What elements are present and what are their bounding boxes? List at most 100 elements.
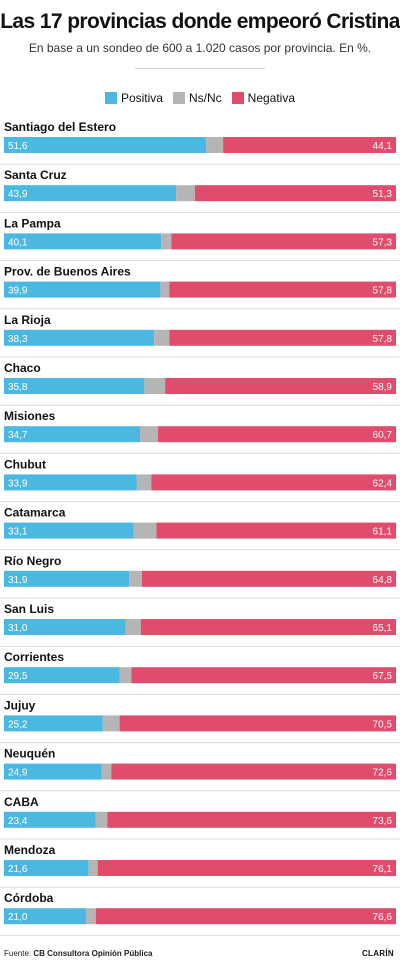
bar-positiva bbox=[4, 185, 177, 202]
bar-nsnc bbox=[102, 715, 120, 732]
source-note: Fuente: CB Consultora Opinión Pública bbox=[4, 949, 153, 958]
bar-negativa bbox=[158, 426, 396, 443]
bar-positiva bbox=[4, 378, 145, 394]
bar-positiva bbox=[4, 329, 155, 346]
data-label-positiva: 34,7 bbox=[8, 430, 28, 441]
category-label: Catamarca bbox=[4, 506, 66, 520]
legend-label-negativa: Negativa bbox=[247, 91, 296, 105]
category-label: Prov. de Buenos Aires bbox=[4, 265, 131, 279]
legend-swatch-negativa bbox=[231, 92, 244, 104]
bar-negativa bbox=[131, 667, 396, 684]
data-label-negativa: 44,1 bbox=[373, 141, 393, 152]
bar-nsnc bbox=[95, 811, 108, 828]
data-label-negativa: 62,4 bbox=[373, 478, 393, 489]
data-label-negativa: 76,6 bbox=[373, 912, 393, 923]
data-label-positiva: 33,9 bbox=[8, 478, 28, 489]
bar-negativa bbox=[111, 763, 397, 780]
data-label-positiva: 35,8 bbox=[8, 382, 28, 393]
data-label-positiva: 21,0 bbox=[8, 912, 28, 923]
data-label-positiva: 31,0 bbox=[8, 623, 28, 634]
bar-nsnc bbox=[86, 908, 96, 925]
title-divider bbox=[135, 68, 265, 69]
bar-positiva bbox=[4, 908, 87, 925]
bar-negativa bbox=[97, 860, 397, 876]
bar-negativa bbox=[141, 570, 396, 587]
bar-nsnc bbox=[133, 522, 157, 539]
bar-nsnc bbox=[129, 570, 142, 587]
bar-negativa bbox=[223, 137, 396, 153]
source-name: CB Consultora Opinión Pública bbox=[33, 949, 153, 958]
chart-subtitle: En base a un sondeo de 600 a 1.020 casos… bbox=[28, 41, 372, 55]
category-label: Chaco bbox=[4, 361, 41, 375]
category-label: Río Negro bbox=[4, 554, 61, 568]
bar-nsnc bbox=[154, 329, 170, 346]
bar-nsnc bbox=[136, 474, 152, 491]
data-label-negativa: 61,1 bbox=[373, 527, 393, 538]
source-label: Fuente: bbox=[4, 949, 32, 958]
data-label-negativa: 70,5 bbox=[373, 719, 393, 730]
bar-positiva bbox=[4, 137, 207, 153]
category-label: La Pampa bbox=[4, 216, 61, 230]
legend-swatch-positiva bbox=[104, 92, 117, 104]
bar-positiva bbox=[4, 811, 96, 828]
data-label-negativa: 57,8 bbox=[373, 286, 393, 297]
category-label: Corrientes bbox=[4, 650, 64, 664]
bar-positiva bbox=[4, 715, 103, 732]
data-label-negativa: 67,5 bbox=[373, 671, 393, 682]
data-label-positiva: 23,4 bbox=[8, 816, 28, 827]
data-label-negativa: 57,3 bbox=[373, 237, 393, 248]
data-label-negativa: 65,1 bbox=[373, 623, 393, 634]
chart-legend: Positiva Ns/Nc Negativa bbox=[0, 91, 400, 105]
bar-positiva bbox=[4, 860, 89, 876]
bar-negativa bbox=[119, 715, 396, 732]
bar-negativa bbox=[169, 329, 396, 346]
data-label-positiva: 21,6 bbox=[8, 864, 28, 875]
data-label-negativa: 58,9 bbox=[373, 382, 393, 393]
bar-positiva bbox=[4, 426, 141, 443]
legend-item-nsnc: Ns/Nc bbox=[172, 91, 222, 105]
bar-nsnc bbox=[101, 763, 112, 780]
bar-positiva bbox=[4, 763, 102, 780]
bar-positiva bbox=[4, 474, 137, 491]
bar-positiva bbox=[4, 619, 126, 635]
bar-negativa bbox=[171, 233, 396, 250]
data-label-negativa: 64,8 bbox=[373, 575, 393, 586]
data-label-positiva: 25,2 bbox=[8, 719, 28, 730]
data-label-negativa: 76,1 bbox=[373, 864, 393, 875]
bar-negativa bbox=[169, 281, 396, 298]
data-label-positiva: 31,9 bbox=[8, 575, 28, 586]
legend-item-negativa: Negativa bbox=[231, 91, 296, 105]
data-label-positiva: 51,6 bbox=[8, 141, 28, 152]
bar-positiva bbox=[4, 522, 134, 539]
bar-nsnc bbox=[206, 137, 224, 153]
data-label-positiva: 43,9 bbox=[8, 189, 28, 200]
category-label: Córdoba bbox=[4, 891, 54, 905]
category-label: La Rioja bbox=[4, 313, 51, 327]
bar-negativa bbox=[194, 185, 396, 202]
bar-nsnc bbox=[125, 619, 141, 635]
legend-item-positiva: Positiva bbox=[104, 91, 163, 105]
category-label: Jujuy bbox=[4, 698, 36, 712]
bar-nsnc bbox=[140, 426, 159, 443]
category-label: Neuquén bbox=[4, 747, 55, 761]
data-label-negativa: 72,6 bbox=[373, 768, 393, 779]
category-label: CABA bbox=[4, 795, 39, 809]
category-label: San Luis bbox=[4, 602, 54, 616]
bar-negativa bbox=[156, 522, 396, 539]
bar-negativa bbox=[107, 811, 396, 828]
bar-negativa bbox=[140, 619, 396, 635]
category-label: Santa Cruz bbox=[4, 168, 67, 182]
brand-logo: CLARÍN bbox=[361, 949, 394, 958]
bar-nsnc bbox=[161, 233, 172, 250]
data-label-negativa: 73,6 bbox=[373, 816, 393, 827]
legend-swatch-nsnc bbox=[172, 92, 185, 104]
category-label: Santiago del Estero bbox=[4, 120, 116, 134]
bar-negativa bbox=[95, 908, 396, 925]
bar-nsnc bbox=[144, 378, 166, 394]
bar-nsnc bbox=[160, 281, 170, 298]
bar-nsnc bbox=[176, 185, 195, 202]
bar-positiva bbox=[4, 570, 130, 587]
category-label: Chubut bbox=[4, 457, 46, 471]
bar-nsnc bbox=[119, 667, 132, 684]
